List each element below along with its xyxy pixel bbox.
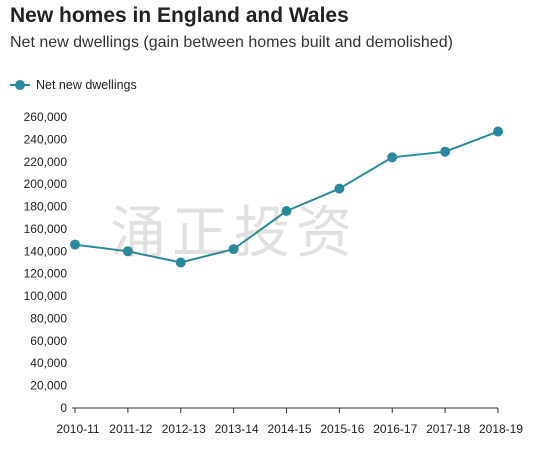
x-tick-label: 2011-12 (109, 422, 152, 436)
y-tick-label: 200,000 (24, 177, 68, 191)
data-point (281, 206, 292, 217)
data-point (70, 239, 80, 250)
x-tick-label: 2018-19 (479, 422, 523, 436)
y-tick-label: 240,000 (24, 132, 68, 146)
x-tick-label: 2014-15 (267, 422, 311, 436)
y-tick-label: 160,000 (24, 222, 68, 236)
y-tick-label: 220,000 (24, 155, 68, 169)
data-point (387, 152, 398, 163)
series-line (74, 130, 499, 264)
y-tick-label: 20,000 (30, 379, 67, 393)
data-point (493, 126, 503, 137)
x-tick-label: 2012-13 (162, 422, 206, 436)
chart-title: New homes in England and Wales (10, 4, 349, 27)
y-tick-label: 100,000 (24, 289, 68, 303)
data-point (122, 246, 133, 257)
legend-series-marker-icon (10, 78, 30, 92)
x-tick-label: 2015-16 (320, 422, 364, 436)
data-point (228, 244, 239, 255)
legend-label: Net new dwellings (36, 78, 137, 92)
legend: Net new dwellings (10, 76, 137, 94)
x-tick-label: 2013-14 (215, 422, 259, 436)
y-tick-label: 120,000 (24, 267, 68, 281)
y-tick-label: 140,000 (24, 244, 68, 258)
data-point (334, 183, 345, 194)
x-tick-label: 2016-17 (373, 422, 417, 436)
x-tick-label: 2017-18 (426, 422, 470, 436)
x-tick-label: 2010-11 (56, 422, 99, 436)
y-tick-label: 60,000 (30, 334, 67, 348)
y-tick-label: 40,000 (30, 356, 67, 370)
chart-subtitle: Net new dwellings (gain between homes bu… (10, 34, 453, 51)
y-tick-label: 180,000 (24, 200, 68, 214)
data-point (440, 146, 451, 157)
y-tick-label: 0 (60, 401, 67, 415)
data-point (175, 257, 186, 268)
y-tick-label: 80,000 (30, 311, 67, 325)
y-tick-label: 260,000 (24, 110, 68, 124)
